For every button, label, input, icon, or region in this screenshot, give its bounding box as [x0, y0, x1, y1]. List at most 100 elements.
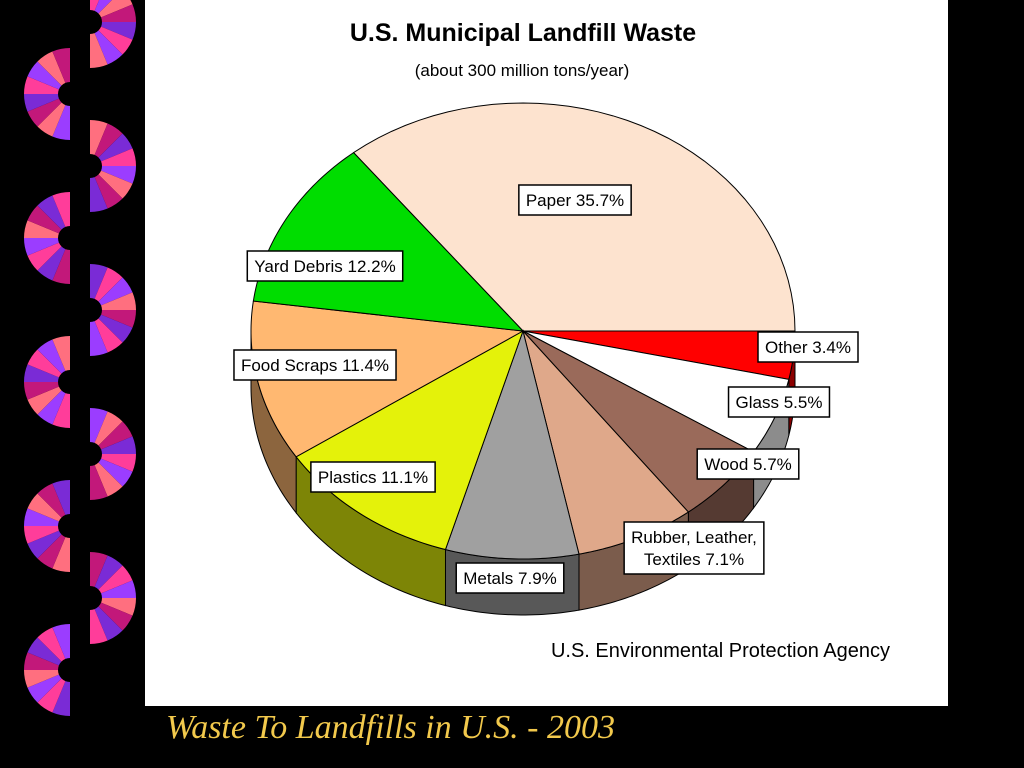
pie-chart: U.S. Municipal Landfill Waste (about 300…	[233, 19, 890, 662]
slice-label-box	[757, 331, 859, 363]
pie-slice-metals	[444, 329, 580, 560]
slice-label-box	[623, 521, 765, 575]
pinwheel-segment	[94, 318, 123, 353]
pinwheel-segment	[98, 26, 133, 55]
slide-caption: Waste To Landfills in U.S. - 2003	[166, 709, 616, 746]
pinwheel-segment	[52, 192, 70, 227]
slice-labels: Paper 35.7% Other 3.4% Glass 5.5% Wood 5.7%…	[233, 184, 859, 594]
slice-label-other: Other 3.4%	[757, 331, 859, 363]
pinwheel-segment	[27, 98, 62, 127]
pinwheel-segment	[90, 177, 108, 212]
slice-label-text: Rubber, Leather,	[631, 528, 757, 547]
pinwheel-segment	[37, 483, 66, 518]
pinwheel-segment	[98, 314, 133, 343]
pinwheel-segment	[52, 480, 70, 515]
slice-label-box	[455, 562, 565, 594]
pinwheel-segment	[24, 94, 59, 112]
pinwheel-segment	[24, 238, 59, 256]
pinwheel-fan	[90, 408, 137, 500]
slice-label-text: Paper 35.7%	[526, 191, 624, 210]
pinwheel-segment	[90, 264, 108, 299]
pinwheel-segment	[37, 678, 66, 713]
pinwheel-segment	[101, 580, 136, 598]
pinwheel-segment	[90, 609, 108, 644]
pinwheel-segment	[98, 170, 133, 199]
pinwheel-segment	[52, 537, 70, 572]
slice-label-plastics: Plastics 11.1%	[310, 461, 436, 493]
pinwheel-segment	[98, 277, 133, 306]
pinwheel-segment	[37, 102, 66, 137]
pinwheel-segment	[90, 321, 108, 356]
pinwheel-segment	[98, 602, 133, 631]
pinwheel-segment	[90, 0, 100, 11]
pie-slice-paper	[352, 102, 796, 332]
slice-label-text: Wood 5.7%	[704, 455, 792, 474]
pinwheel-segment	[27, 205, 62, 234]
pinwheel-segment	[27, 637, 62, 666]
pinwheel-segment	[98, 565, 133, 594]
pinwheel-segment	[94, 0, 113, 14]
slice-label-text: Food Scraps 11.4%	[241, 356, 389, 375]
pinwheel-segment	[94, 30, 123, 65]
pinwheel-segment	[24, 382, 59, 400]
slice-label-box	[233, 349, 397, 381]
slice-label-paper: Paper 35.7%	[518, 184, 632, 216]
pinwheel-segment	[37, 534, 66, 569]
pinwheel-segment	[37, 627, 66, 662]
pinwheel-segment	[52, 105, 70, 140]
pinwheel-segment	[101, 454, 137, 472]
pinwheel-segment	[98, 133, 133, 162]
pinwheel-segment	[24, 670, 59, 688]
slice-label-food-scraps: Food Scraps 11.4%	[233, 349, 397, 381]
pinwheel-segment	[24, 220, 59, 238]
pinwheel-segment	[27, 674, 62, 703]
pinwheel-segment	[24, 364, 59, 382]
slice-label-text: Textiles 7.1%	[644, 550, 744, 569]
slice-label-glass: Glass 5.5%	[727, 386, 831, 418]
slice-label-box	[518, 184, 632, 216]
pinwheel-segment	[27, 386, 62, 415]
pinwheel-fan	[90, 264, 137, 356]
chart-panel: U.S. Municipal Landfill Waste (about 300…	[145, 0, 948, 706]
pinwheel-fan	[24, 192, 70, 284]
pinwheel-segment	[94, 411, 123, 446]
pinwheel-segment	[98, 458, 133, 487]
pinwheel-segment	[90, 552, 108, 587]
slice-label-metals: Metals 7.9%	[455, 562, 565, 594]
pinwheel-segment	[101, 148, 136, 166]
pinwheel-segment	[37, 390, 66, 425]
pinwheel-segment	[90, 465, 108, 500]
pinwheel-segment	[101, 292, 136, 310]
slice-label-wood: Wood 5.7%	[696, 448, 800, 480]
pinwheel-segment	[52, 48, 70, 83]
slice-label-text: Glass 5.5%	[736, 393, 823, 412]
pinwheel-segment	[90, 33, 108, 68]
pinwheel-segment	[24, 526, 59, 544]
pinwheel-segment	[94, 555, 123, 590]
pinwheel-segment	[37, 339, 66, 374]
pinwheel-segment	[98, 421, 133, 450]
pinwheel-segment	[24, 652, 59, 670]
pinwheel-fan	[90, 0, 136, 68]
pinwheel-fan	[90, 120, 136, 212]
pinwheel-segment	[94, 123, 123, 158]
pinwheel-segment	[90, 408, 108, 443]
slice-label-yard-debris: Yard Debris 12.2%	[246, 250, 404, 282]
slice-label-text: Yard Debris 12.2%	[254, 257, 395, 276]
pinwheel-segment	[52, 681, 70, 716]
slice-label-box	[310, 461, 436, 493]
pinwheel-segment	[37, 51, 66, 86]
pinwheel-segment	[27, 242, 62, 271]
pinwheel-fan	[90, 552, 136, 644]
pinwheel-segment	[52, 336, 70, 371]
pinwheel-segment	[94, 174, 123, 209]
pinwheel-segment	[94, 462, 123, 497]
pinwheel-segment	[101, 166, 136, 184]
pinwheel-fan	[24, 480, 70, 572]
pinwheel-segment	[52, 249, 70, 284]
pinwheel-segment	[52, 624, 70, 659]
chart-source: U.S. Environmental Protection Agency	[551, 640, 890, 662]
slice-label-box	[727, 386, 831, 418]
chart-title: U.S. Municipal Landfill Waste	[350, 19, 696, 47]
